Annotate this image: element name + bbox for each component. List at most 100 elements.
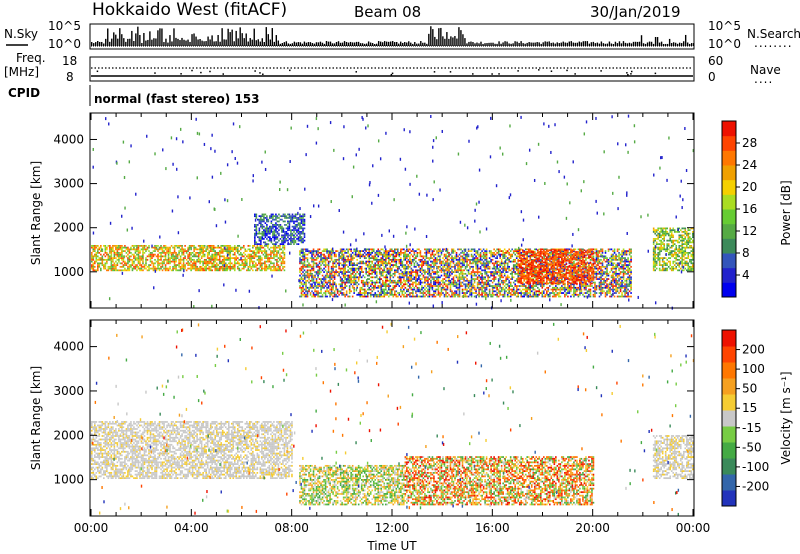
heatmap-cell: [481, 290, 483, 293]
heatmap-cell: [395, 290, 398, 293]
heatmap-cell: [224, 248, 227, 251]
heatmap-cell: [312, 292, 315, 294]
heatmap-cell: [329, 255, 331, 258]
heatmap-cell: [265, 267, 268, 270]
n-sky-bar: [377, 41, 380, 46]
heatmap-cell: [254, 213, 256, 216]
heatmap-cell: [212, 250, 215, 252]
heatmap-cell: [360, 295, 363, 298]
heatmap-cell: [505, 251, 507, 254]
n-sky-bar: [283, 42, 286, 46]
heatmap-cell: [212, 262, 215, 265]
heatmap-cell: [279, 225, 282, 228]
heatmap-cell: [475, 278, 477, 280]
heatmap-cell: [326, 248, 328, 251]
heatmap-cell: [270, 269, 272, 272]
n-sky-bar: [313, 43, 316, 46]
heatmap-cell: [305, 290, 307, 293]
heatmap-cell: [258, 232, 261, 235]
heatmap-cell: [296, 220, 298, 223]
heatmap-cell: [267, 231, 270, 233]
heatmap-cell: [273, 262, 275, 265]
heatmap-cell: [475, 274, 477, 277]
heatmap-cell: [427, 257, 429, 259]
heatmap-cell: [264, 267, 266, 270]
heatmap-cell: [390, 248, 393, 251]
count-tick-right-top: 10^5: [708, 19, 741, 33]
heatmap-cell: [434, 288, 437, 291]
heatmap-cell: [374, 276, 377, 279]
heatmap-cell: [464, 265, 467, 268]
heatmap-cell: [368, 288, 371, 291]
heatmap-cell: [368, 253, 371, 256]
heatmap-cell: [273, 246, 275, 249]
heatmap-cell: [293, 243, 295, 245]
heatmap-cell: [302, 267, 304, 270]
heatmap-cell: [200, 260, 203, 263]
heatmap-cell: [134, 264, 137, 266]
heatmap-cell: [461, 290, 464, 293]
heatmap-cell: [375, 274, 378, 277]
nave-dot: [491, 73, 493, 75]
heatmap-cell: [259, 265, 262, 268]
heatmap-cell: [351, 251, 354, 254]
heatmap-cell: [470, 258, 473, 261]
heatmap-cell: [266, 217, 268, 219]
heatmap-cell: [118, 257, 120, 259]
heatmap-cell: [181, 258, 183, 261]
n-sky-bar: [237, 38, 239, 46]
heatmap-cell: [428, 290, 431, 293]
heatmap-cell: [369, 251, 372, 254]
heatmap-cell: [512, 276, 515, 279]
heatmap-cell: [422, 274, 425, 277]
heatmap-cell: [374, 283, 377, 286]
heatmap-cell: [350, 267, 352, 270]
heatmap-cell: [458, 288, 461, 291]
heatmap-cell: [300, 258, 303, 261]
heatmap-cell: [318, 278, 321, 280]
heatmap-cell: [472, 248, 474, 251]
heatmap-cell: [151, 260, 153, 263]
heatmap-cell: [315, 281, 318, 284]
heatmap-cell: [418, 278, 420, 280]
heatmap-cell: [283, 260, 286, 263]
n-sky-bar: [105, 38, 107, 46]
n-sky-bar: [139, 34, 141, 46]
heatmap-cell: [543, 283, 545, 286]
heatmap-cell: [202, 251, 204, 254]
heatmap-cell: [389, 276, 392, 279]
heatmap-cell: [381, 295, 384, 298]
heatmap-cell: [430, 272, 432, 275]
n-sky-bar: [642, 43, 645, 46]
heatmap-cell: [338, 290, 340, 293]
heatmap-cell: [330, 288, 333, 291]
n-sky-bar: [542, 42, 544, 46]
n-sky-bar: [568, 41, 570, 46]
heatmap-cell: [508, 276, 510, 279]
heatmap-cell: [398, 251, 401, 254]
heatmap-cell: [515, 285, 518, 287]
heatmap-cell: [390, 288, 393, 291]
heatmap-cell: [116, 264, 119, 266]
heatmap-cell: [261, 220, 264, 223]
heatmap-cell: [499, 290, 501, 293]
heatmap-cell: [487, 283, 489, 286]
heatmap-cell: [291, 220, 294, 223]
heatmap-cell: [246, 250, 248, 252]
nave-dot: [355, 71, 358, 73]
heatmap-cell: [436, 267, 438, 270]
heatmap-cell: [318, 255, 321, 258]
freq-label-2: [MHz]: [4, 65, 39, 79]
n-sky-bar: [181, 37, 183, 46]
heatmap-cell: [218, 251, 221, 254]
heatmap-cell: [380, 283, 383, 286]
heatmap-cell: [351, 267, 354, 270]
heatmap-cell: [470, 286, 473, 289]
heatmap-cell: [131, 248, 134, 251]
heatmap-cell: [491, 285, 494, 287]
heatmap-cell: [160, 257, 162, 259]
heatmap-cell: [383, 285, 386, 287]
heatmap-cell: [173, 250, 176, 252]
heatmap-cell: [514, 272, 517, 275]
heatmap-cell: [341, 258, 343, 261]
